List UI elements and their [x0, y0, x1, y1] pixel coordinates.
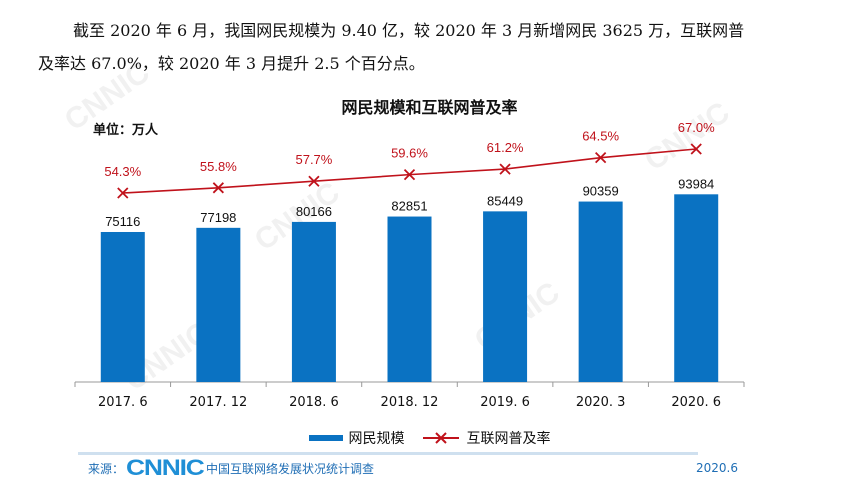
bar-value-label: 93984 — [678, 176, 714, 191]
x-tick-label: 2018. 12 — [381, 395, 439, 410]
legend: 网民规模 互联网普及率 — [0, 428, 859, 448]
rate-marker — [403, 168, 416, 181]
rate-label: 67.0% — [678, 120, 715, 135]
bar — [387, 216, 432, 382]
paragraph-line-2: 及率达 67.0%，较 2020 年 3 月提升 2.5 个百分点。 — [38, 54, 425, 73]
x-tick-label: 2020. 3 — [576, 395, 626, 410]
bar-value-label: 75116 — [105, 214, 140, 229]
legend-bar-label: 网民规模 — [348, 431, 405, 447]
x-tick-label: 2017. 6 — [98, 395, 148, 410]
cnnic-logo: CNNIC — [126, 455, 205, 480]
rate-label: 59.6% — [391, 146, 428, 161]
bar — [196, 227, 241, 382]
bar-value-label: 80166 — [296, 204, 332, 219]
bar — [483, 211, 528, 382]
rate-marker — [117, 187, 129, 199]
rate-label: 54.3% — [104, 164, 141, 179]
bar-value-label: 77198 — [200, 210, 236, 225]
footer: 来源： CNNIC 中国互联网络发展状况统计调查 2020.6 — [88, 455, 738, 480]
footer-date: 2020.6 — [696, 461, 738, 475]
survey-name: 中国互联网络发展状况统计调查 — [206, 461, 375, 476]
bar-value-label: 85449 — [487, 193, 523, 208]
chart-title: 网民规模和互联网普及率 — [341, 98, 518, 117]
x-tick-label: 2017. 12 — [189, 395, 247, 410]
source-label: 来源： — [88, 461, 125, 476]
x-tick-label: 2018. 6 — [289, 395, 339, 410]
rate-label: 55.8% — [200, 159, 237, 174]
footer-divider — [78, 452, 698, 455]
x-tick-label: 2019. 6 — [480, 395, 530, 410]
rate-marker — [595, 152, 607, 164]
unit-label: 单位：万人 — [93, 123, 159, 138]
rate-label: 64.5% — [582, 129, 619, 144]
rate-marker — [212, 182, 224, 194]
legend-bar-swatch — [308, 435, 343, 441]
legend-line-label: 互联网普及率 — [466, 431, 551, 447]
bar — [578, 201, 623, 382]
bar — [674, 194, 719, 382]
bar — [100, 231, 145, 382]
rate-marker — [690, 143, 702, 155]
bar-value-label: 82851 — [391, 199, 427, 214]
rate-label: 61.2% — [487, 140, 524, 155]
paragraph-line-1: 截至 2020 年 6 月，我国网民规模为 9.40 亿，较 2020 年 3 … — [73, 21, 745, 40]
bar — [291, 221, 336, 382]
legend-line-swatch — [422, 432, 459, 444]
rate-marker — [499, 163, 511, 175]
rate-label: 57.7% — [295, 152, 332, 167]
x-tick-label: 2020. 6 — [671, 395, 721, 410]
rate-marker — [308, 175, 320, 187]
bar-value-label: 90359 — [583, 184, 619, 199]
